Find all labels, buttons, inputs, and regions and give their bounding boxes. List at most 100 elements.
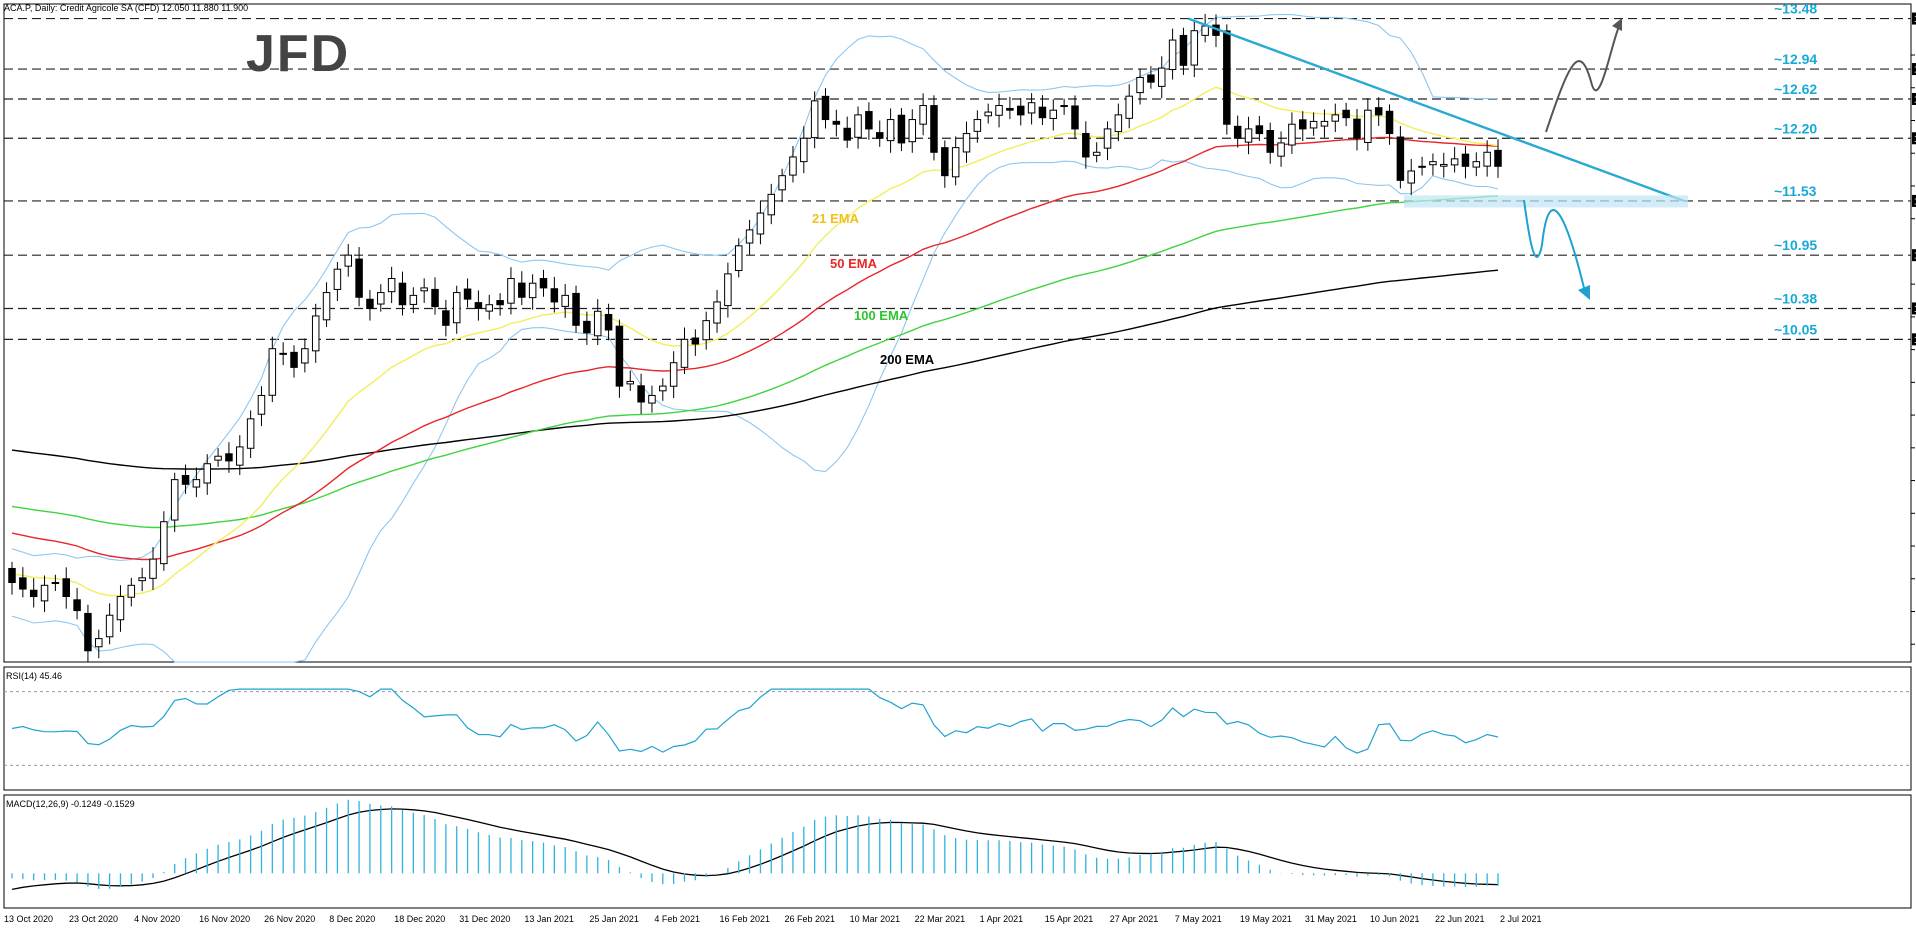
candle: [1450, 158, 1459, 166]
candle: [1038, 106, 1047, 119]
candle: [257, 394, 266, 415]
x-tick-label: 1 Apr 2021: [980, 914, 1024, 924]
x-tick-label: 22 Mar 2021: [915, 914, 966, 924]
candle: [1060, 105, 1068, 108]
candle: [1027, 102, 1036, 114]
level-price-box: [1912, 249, 1916, 262]
candle: [528, 282, 537, 299]
level-price-box: [1912, 12, 1916, 25]
candle: [1114, 114, 1123, 133]
candle: [431, 288, 439, 308]
candle: [1494, 149, 1502, 167]
candle: [1082, 132, 1090, 158]
candle: [659, 385, 667, 392]
candle: [1190, 30, 1199, 66]
candle: [1429, 161, 1437, 166]
candle: [73, 599, 81, 612]
ema100-label: 100 EMA: [854, 308, 909, 323]
candle: [919, 105, 927, 125]
candle: [496, 300, 504, 306]
candle: [745, 229, 754, 244]
candle: [680, 338, 689, 368]
ema50-label: 50 EMA: [830, 256, 878, 271]
scenario-down-arrowhead: [1578, 285, 1590, 300]
candle: [1320, 120, 1329, 127]
candle: [604, 313, 613, 331]
candle: [1353, 118, 1361, 139]
candle: [1461, 153, 1470, 167]
candle: [214, 455, 222, 461]
rsi-title: RSI(14) 45.46: [6, 671, 62, 681]
candle: [1223, 30, 1231, 125]
candle: [550, 288, 559, 303]
candle: [1049, 109, 1058, 119]
level-label: ~10.05: [1774, 321, 1817, 337]
candle: [800, 137, 808, 163]
candle: [1331, 114, 1340, 122]
candle: [865, 111, 873, 130]
x-tick-label: 10 Mar 2021: [850, 914, 901, 924]
candle: [105, 614, 114, 638]
scenario-down-arrow: [1523, 199, 1586, 293]
candle: [225, 453, 233, 462]
candle: [1201, 25, 1209, 36]
candle: [615, 325, 624, 387]
level-price-box: [1912, 302, 1916, 315]
candle: [637, 385, 645, 403]
candle: [1157, 67, 1166, 87]
candle: [1418, 165, 1426, 168]
candle: [1277, 142, 1285, 157]
candle: [398, 282, 407, 306]
candle: [29, 589, 38, 598]
candle: [116, 596, 125, 621]
x-tick-label: 25 Jan 2021: [589, 914, 639, 924]
candle: [702, 320, 710, 341]
x-tick-label: 26 Feb 2021: [785, 914, 836, 924]
candle: [1103, 128, 1112, 149]
candle: [1407, 170, 1415, 184]
x-tick-label: 19 May 2021: [1240, 914, 1292, 924]
x-tick-label: 10 Jun 2021: [1370, 914, 1420, 924]
candle: [583, 320, 591, 334]
x-tick-label: 31 May 2021: [1305, 914, 1357, 924]
candle: [973, 119, 982, 132]
candle: [442, 310, 450, 326]
x-tick-label: 23 Oct 2020: [69, 914, 118, 924]
candle: [62, 578, 70, 598]
macd-pane-frame: [3, 794, 1912, 909]
level-price-box: [1912, 92, 1916, 105]
candle: [1299, 119, 1307, 130]
candle: [984, 111, 992, 117]
candle: [1147, 74, 1155, 83]
candle: [19, 577, 27, 590]
candle: [333, 268, 342, 290]
level-price-box-text: 10.050: [1914, 335, 1916, 345]
x-tick-label: 26 Nov 2020: [264, 914, 315, 924]
candle: [962, 133, 971, 153]
candle: [1396, 136, 1405, 181]
candle: [810, 100, 819, 139]
candle: [8, 567, 16, 584]
x-tick-label: 2 Jul 2021: [1500, 914, 1542, 924]
candle: [648, 394, 656, 404]
candle: [854, 114, 862, 138]
candle: [1092, 151, 1101, 156]
level-label: ~12.20: [1774, 120, 1817, 136]
candle: [1136, 76, 1144, 94]
x-tick-label: 31 Dec 2020: [459, 914, 510, 924]
candle: [518, 282, 526, 298]
level-label: ~12.94: [1774, 51, 1817, 67]
level-label: ~10.95: [1774, 237, 1817, 253]
candle: [366, 298, 374, 309]
candle: [1472, 161, 1481, 168]
candle: [713, 301, 721, 324]
candle: [474, 302, 483, 309]
bollinger-lower: [11, 159, 1499, 663]
ema21-label: 21 EMA: [812, 211, 860, 226]
candle: [908, 119, 917, 143]
ema200-line: [11, 269, 1499, 470]
jfd-logo: JFD: [246, 25, 351, 83]
macd-title: MACD(12,26,9) -0.1249 -0.1529: [6, 799, 135, 809]
